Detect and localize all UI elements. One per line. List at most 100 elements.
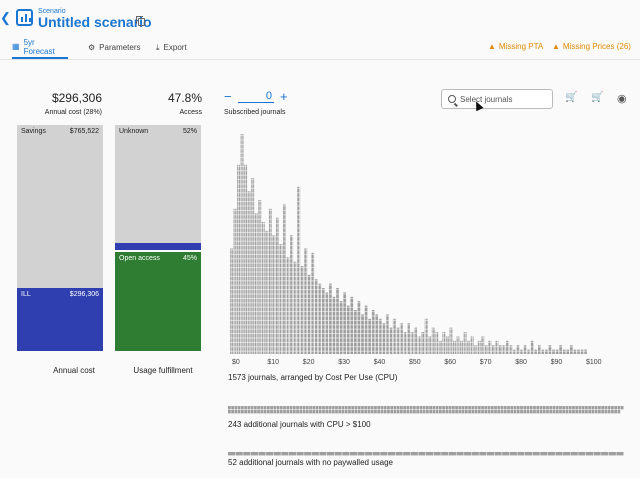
journal-cell[interactable] xyxy=(231,406,234,410)
journal-cell[interactable] xyxy=(305,406,309,410)
journal-cell[interactable] xyxy=(322,410,325,414)
journal-cell[interactable] xyxy=(309,410,312,414)
journal-cell[interactable] xyxy=(588,410,592,414)
journal-cell[interactable] xyxy=(325,406,329,410)
journal-cell[interactable] xyxy=(328,410,332,414)
journal-cell[interactable] xyxy=(257,406,260,410)
journal-cell[interactable] xyxy=(500,410,504,414)
cpu-over-100-strip[interactable] xyxy=(228,406,624,416)
journal-cell[interactable] xyxy=(409,410,413,414)
journal-cell[interactable] xyxy=(266,406,270,410)
journal-cell[interactable] xyxy=(547,452,555,456)
journal-cell[interactable] xyxy=(448,452,456,456)
journal-cell[interactable] xyxy=(477,410,481,414)
journal-cell[interactable] xyxy=(338,406,342,410)
journal-cell[interactable] xyxy=(240,406,244,410)
journal-cell[interactable] xyxy=(594,410,598,414)
journal-cell[interactable] xyxy=(377,410,381,414)
journal-cell[interactable] xyxy=(617,410,621,414)
journal-cell[interactable] xyxy=(250,452,258,456)
journal-cell[interactable] xyxy=(304,452,312,456)
journal-cell[interactable] xyxy=(451,406,455,410)
journal-cell[interactable] xyxy=(228,406,231,410)
journal-cell[interactable] xyxy=(441,452,449,456)
journal-cell[interactable] xyxy=(526,406,530,410)
journal-cell[interactable] xyxy=(536,410,540,414)
journal-cell[interactable] xyxy=(354,410,358,414)
journal-cell[interactable] xyxy=(380,452,388,456)
journal-cell[interactable] xyxy=(263,406,267,410)
journal-cell[interactable] xyxy=(494,406,497,410)
journal-cell[interactable] xyxy=(526,410,530,414)
journal-cell[interactable] xyxy=(555,406,559,410)
journal-cell[interactable] xyxy=(549,406,553,410)
unknown-segment[interactable]: Unknown 52% xyxy=(115,125,201,243)
journal-cell[interactable] xyxy=(400,410,403,414)
journal-cell[interactable] xyxy=(620,406,624,410)
journal-cell[interactable] xyxy=(520,406,523,410)
journal-cell[interactable] xyxy=(516,410,520,414)
journal-cell[interactable] xyxy=(559,410,562,414)
journal-cell[interactable] xyxy=(258,452,266,456)
journal-cell[interactable] xyxy=(406,406,410,410)
journal-cell[interactable] xyxy=(365,452,373,456)
journal-cell[interactable] xyxy=(477,406,481,410)
journal-cell[interactable] xyxy=(390,410,394,414)
journal-cell[interactable] xyxy=(532,452,540,456)
journal-cell[interactable] xyxy=(279,406,283,410)
journal-cell[interactable] xyxy=(604,410,608,414)
tab-5yr-forecast[interactable]: ▦ 5yr Forecast xyxy=(12,36,68,59)
journal-cell[interactable] xyxy=(461,410,465,414)
journal-cell[interactable] xyxy=(299,406,303,410)
journal-cell[interactable] xyxy=(507,410,510,414)
journal-cell[interactable] xyxy=(542,406,546,410)
tab-parameters[interactable]: ⚙ Parameters xyxy=(88,36,141,59)
journal-cell[interactable] xyxy=(273,406,277,410)
journal-cell[interactable] xyxy=(364,410,368,414)
journal-cell[interactable] xyxy=(292,410,296,414)
journal-cell[interactable] xyxy=(581,410,585,414)
journal-cell[interactable] xyxy=(387,452,396,456)
journal-cell[interactable] xyxy=(419,410,423,414)
missing-prices-warning[interactable]: ▲ Missing Prices (26) xyxy=(552,42,631,51)
journal-cell[interactable] xyxy=(406,410,410,414)
journal-cell[interactable] xyxy=(318,406,322,410)
journal-cell[interactable] xyxy=(568,406,572,410)
journal-cell[interactable] xyxy=(507,406,510,410)
journal-cell[interactable] xyxy=(542,410,546,414)
journal-cell[interactable] xyxy=(377,406,381,410)
journal-cell[interactable] xyxy=(611,410,614,414)
journal-cell[interactable] xyxy=(357,410,361,414)
journal-cell[interactable] xyxy=(367,410,371,414)
journal-cell[interactable] xyxy=(578,406,582,410)
journal-cell[interactable] xyxy=(484,406,488,410)
journal-cell[interactable] xyxy=(266,410,270,414)
journal-cell[interactable] xyxy=(370,406,374,410)
journal-cell[interactable] xyxy=(273,410,277,414)
journal-cell[interactable] xyxy=(572,406,575,410)
journal-cell[interactable] xyxy=(319,452,327,456)
journal-cell[interactable] xyxy=(555,452,563,456)
journal-cell[interactable] xyxy=(575,410,579,414)
journal-cell[interactable] xyxy=(426,452,434,456)
journal-cell[interactable] xyxy=(614,410,618,414)
ill-segment[interactable]: ILL $296,306 xyxy=(17,288,103,351)
journal-cell[interactable] xyxy=(393,406,397,410)
journal-cell[interactable] xyxy=(520,410,523,414)
journal-cell[interactable] xyxy=(502,452,510,456)
journal-cell[interactable] xyxy=(309,406,312,410)
journal-cell[interactable] xyxy=(413,406,416,410)
journal-cell[interactable] xyxy=(578,410,582,414)
journal-cell[interactable] xyxy=(403,406,407,410)
journal-cell[interactable] xyxy=(348,406,351,410)
journal-cell[interactable] xyxy=(461,406,465,410)
journal-cell[interactable] xyxy=(234,410,238,414)
journal-cell[interactable] xyxy=(523,410,527,414)
journal-cell[interactable] xyxy=(351,410,355,414)
journal-cell[interactable] xyxy=(572,410,575,414)
journal-cell[interactable] xyxy=(426,410,429,414)
cpu-histogram[interactable]: $0 $10 $20 $30 $40 $50 $60 $70 $80 $90 $100 xyxy=(224,118,624,370)
missing-pta-warning[interactable]: ▲ Missing PTA xyxy=(488,42,543,51)
journal-cell[interactable] xyxy=(243,452,251,456)
journal-cell[interactable] xyxy=(513,406,517,410)
